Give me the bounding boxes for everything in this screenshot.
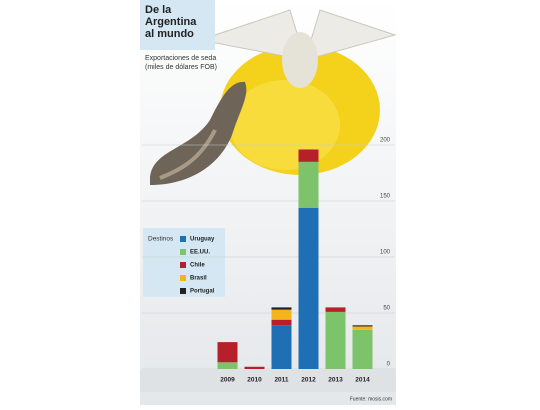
x-tick-label: 2009 bbox=[220, 377, 235, 384]
chart-subtitle: Exportaciones de seda (miles de dólares F… bbox=[145, 55, 217, 71]
bar-segment bbox=[271, 319, 292, 326]
title-box bbox=[140, 0, 215, 50]
bar-segment bbox=[325, 307, 346, 312]
legend-swatch bbox=[180, 262, 186, 268]
axis-band bbox=[140, 370, 396, 392]
photo bbox=[150, 9, 397, 185]
bar-segment bbox=[298, 161, 319, 208]
legend-label: Brasil bbox=[190, 276, 207, 282]
x-tick-label: 2014 bbox=[355, 377, 370, 384]
legend-label: EE.UU. bbox=[190, 250, 210, 256]
legend-swatch bbox=[180, 249, 186, 255]
y-tick-label: 100 bbox=[380, 250, 391, 256]
bar-segment bbox=[217, 362, 238, 369]
bar-segment bbox=[244, 366, 265, 369]
bar-segment bbox=[352, 325, 373, 327]
bar-segment bbox=[217, 342, 238, 363]
legend-label: Uruguay bbox=[190, 237, 215, 243]
x-tick-label: 2010 bbox=[247, 377, 262, 384]
y-tick-label: 150 bbox=[380, 194, 391, 200]
bar-segment bbox=[298, 149, 319, 162]
x-tick-label: 2013 bbox=[328, 377, 343, 384]
y-tick-label: 200 bbox=[380, 138, 391, 144]
source: Fuente: mosis.com bbox=[350, 396, 392, 402]
legend-swatch bbox=[180, 236, 186, 242]
bar-segment bbox=[352, 326, 373, 330]
y-tick-label: 0 bbox=[387, 362, 391, 368]
bar-segment bbox=[271, 325, 292, 369]
bar-segment bbox=[298, 207, 319, 369]
x-tick-label: 2011 bbox=[274, 377, 288, 384]
legend-swatch bbox=[180, 275, 186, 281]
bar-segment bbox=[325, 311, 346, 369]
legend-label: Chile bbox=[190, 263, 205, 269]
x-tick-label: 2012 bbox=[301, 377, 316, 384]
y-tick-label: 50 bbox=[383, 306, 390, 312]
bar-segment bbox=[352, 329, 373, 369]
bar-segment bbox=[271, 307, 292, 310]
bar-segment bbox=[271, 309, 292, 320]
legend-swatch bbox=[180, 288, 186, 294]
legend-label: Portugal bbox=[190, 289, 215, 295]
chart-title: De la Argentina al mundo bbox=[145, 4, 197, 40]
legend-title: Destinos bbox=[148, 236, 174, 243]
